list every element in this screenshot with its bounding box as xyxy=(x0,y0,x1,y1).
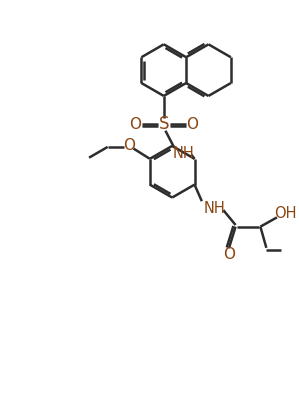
Text: O: O xyxy=(123,139,135,153)
Text: O: O xyxy=(187,117,199,132)
Text: NH: NH xyxy=(204,201,225,216)
Text: O: O xyxy=(129,117,141,132)
Text: S: S xyxy=(158,115,169,133)
Text: O: O xyxy=(223,247,235,262)
Text: NH: NH xyxy=(173,146,194,161)
Text: OH: OH xyxy=(274,206,296,221)
